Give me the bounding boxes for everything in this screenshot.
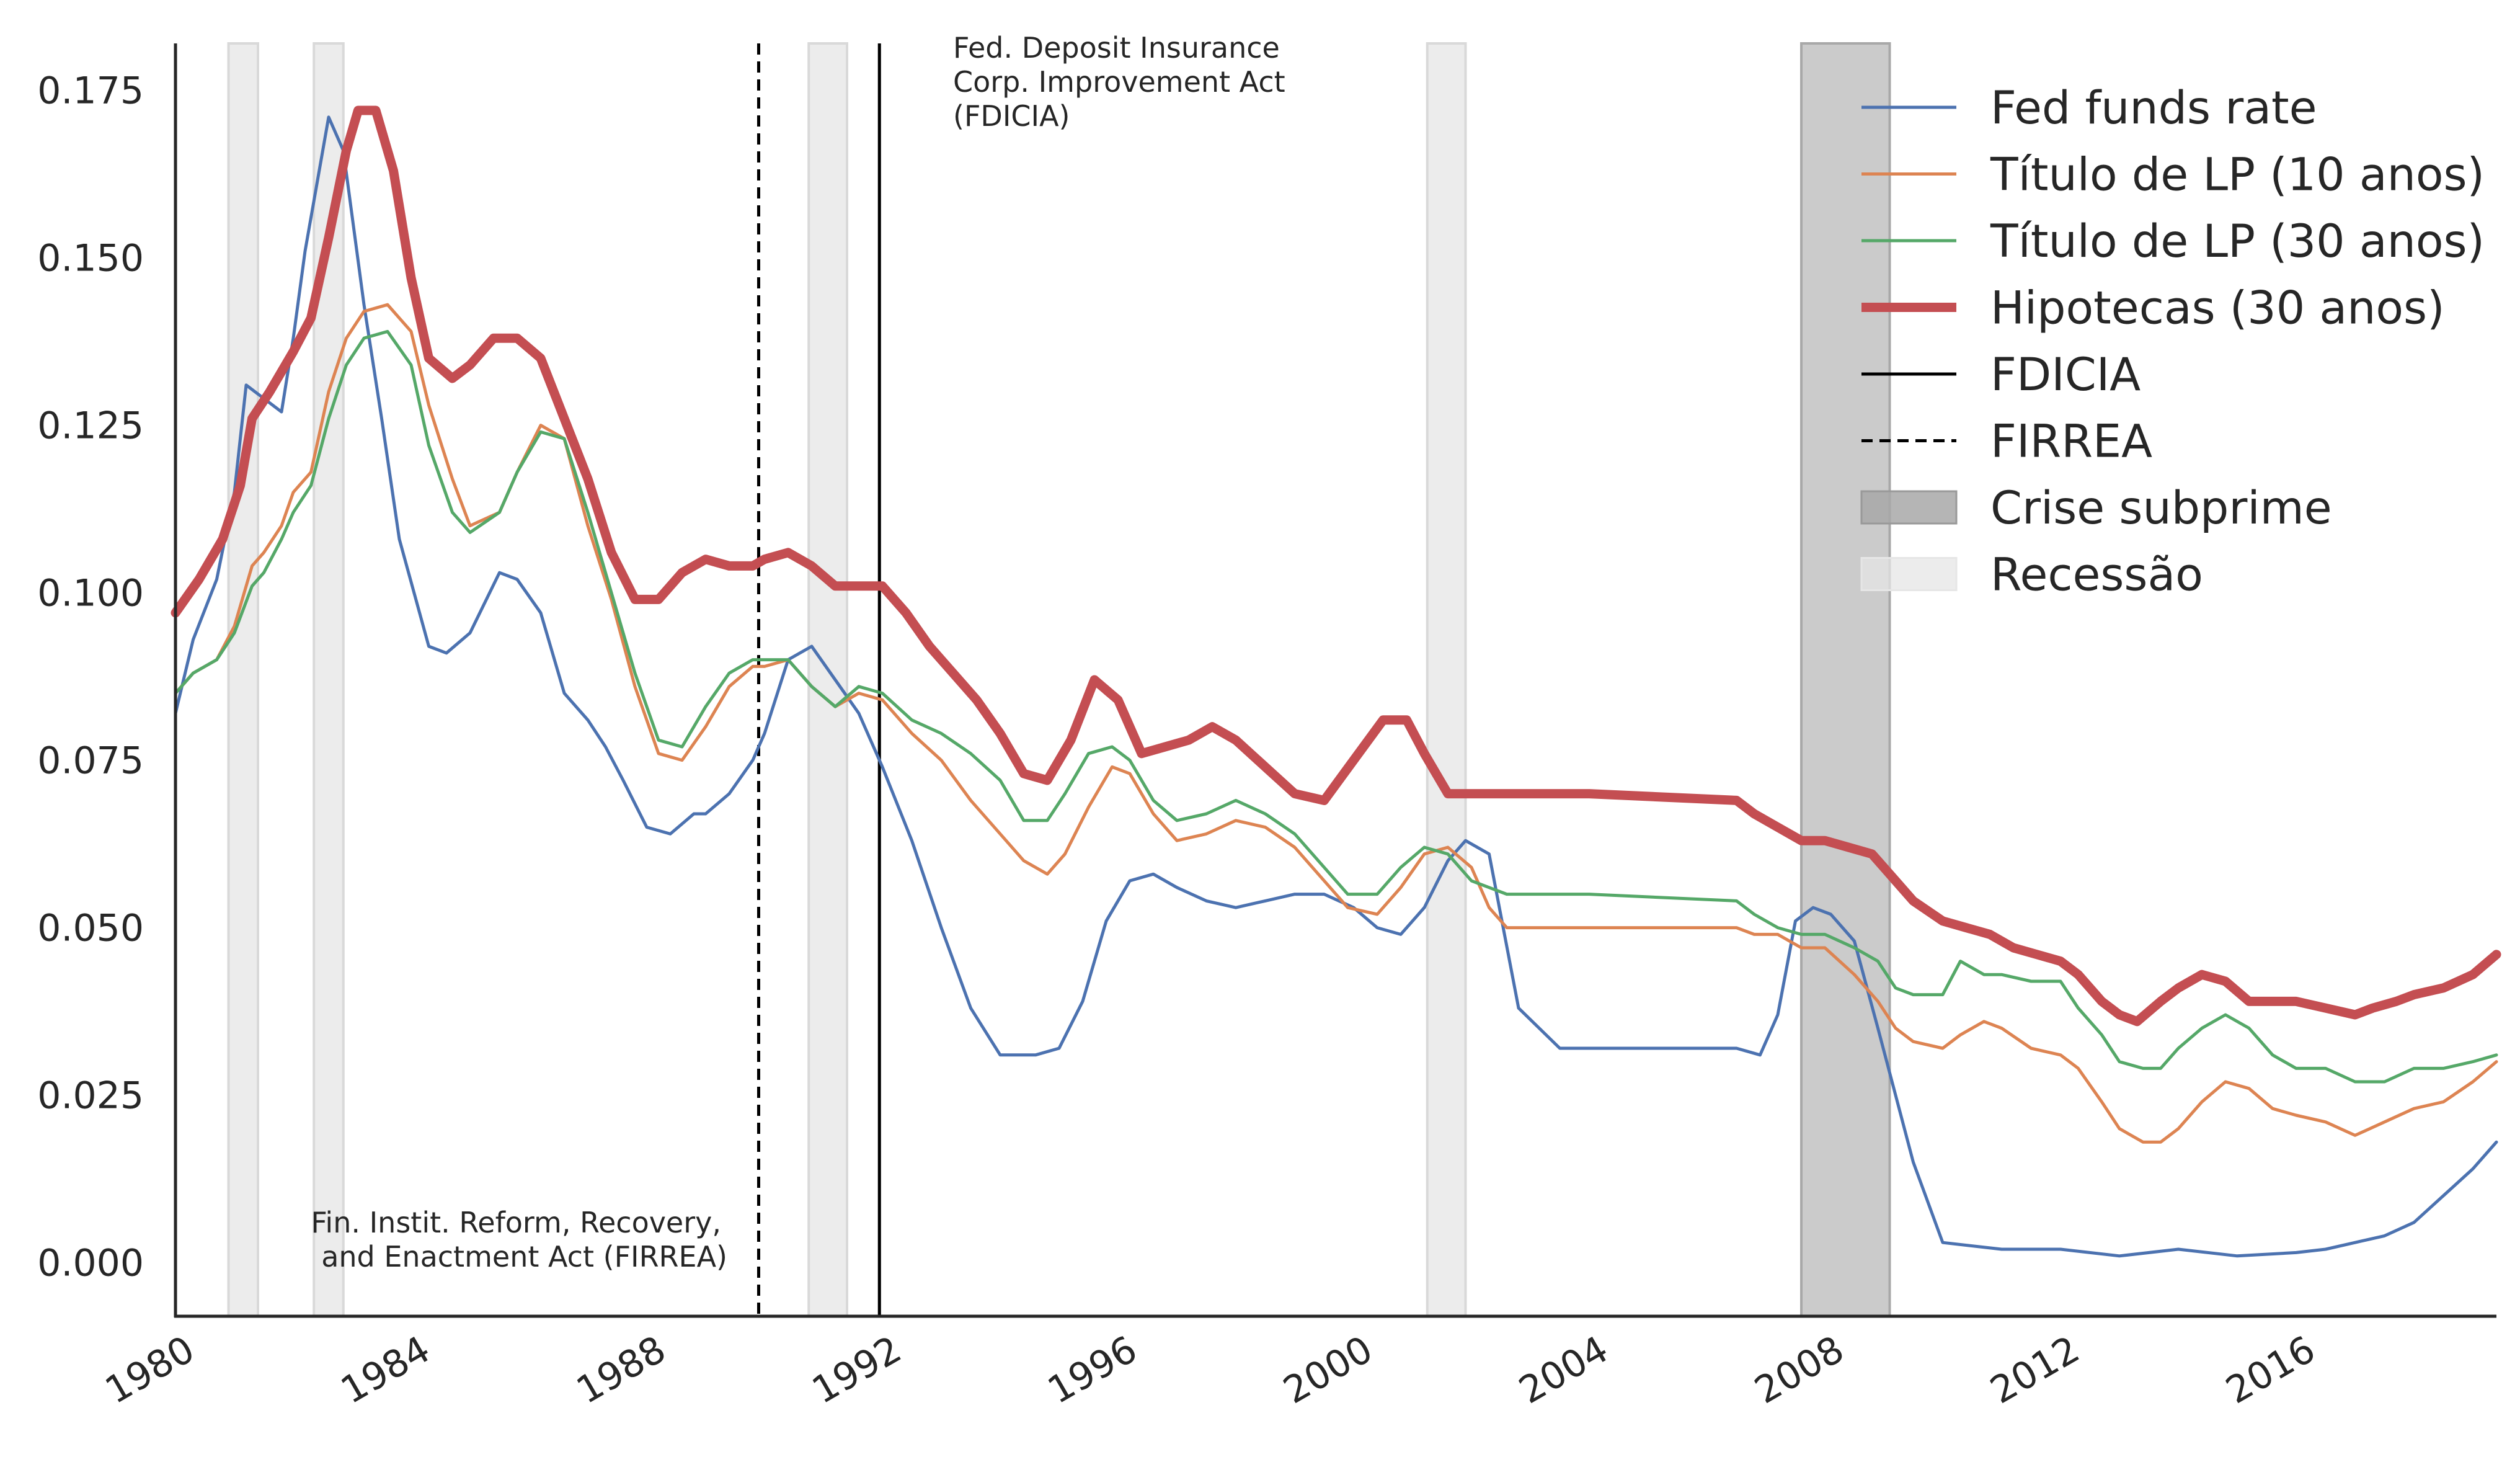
event-lines: [757, 43, 881, 1316]
annotations: Fed. Deposit Insurance Corp. Improvement…: [311, 31, 1285, 1273]
y-tick-label: 0.125: [37, 404, 144, 448]
x-tick-label: 1980: [98, 1327, 202, 1412]
legend-label-0: Fed funds rate: [1990, 82, 2317, 135]
x-tick-label: 1996: [1040, 1327, 1144, 1412]
y-tick-label: 0.050: [37, 907, 144, 950]
y-tick-label: 0.100: [37, 572, 144, 615]
legend-label-5: FIRREA: [1990, 416, 2152, 468]
x-tick-label: 2016: [2219, 1327, 2322, 1412]
legend-label-4: FDICIA: [1990, 349, 2141, 401]
firrea-annotation-line-1: Fin. Instit. Reform, Recovery,: [311, 1206, 721, 1239]
x-tick-label: 2008: [1747, 1327, 1851, 1412]
y-tick-label: 0.075: [37, 739, 144, 783]
recession-band: [807, 42, 848, 1317]
legend-label-7: Recessão: [1990, 549, 2203, 602]
x-tick-label: 1988: [569, 1327, 673, 1412]
recession-band: [1426, 42, 1467, 1317]
y-tick-label: 0.000: [37, 1242, 144, 1285]
subprime-crisis-band: [1800, 42, 1891, 1317]
fdicia-annotation-line-3: (FDICIA): [953, 99, 1070, 133]
fdicia-annotation-line-2: Corp. Improvement Act: [953, 65, 1285, 99]
legend-label-3: Hipotecas (30 anos): [1990, 282, 2445, 335]
y-tick-label: 0.150: [37, 237, 144, 280]
y-tick-label: 0.025: [37, 1074, 144, 1118]
legend-label-6: Crise subprime: [1990, 482, 2332, 535]
y-tick-label: 0.175: [37, 69, 144, 113]
legend-label-1: Título de LP (10 anos): [1990, 149, 2485, 202]
x-tick-label: 2000: [1276, 1327, 1380, 1412]
series-line-0: [174, 115, 2498, 1258]
legend-swatch-6: [1860, 490, 1958, 525]
legend-label-2: Título de LP (30 anos): [1990, 215, 2485, 268]
recession-band: [227, 42, 259, 1317]
series-line-2: [174, 329, 2498, 1084]
legend: Fed funds rate Título de LP (10 anos) Títu…: [1860, 82, 2485, 602]
series-lines: [171, 105, 2501, 1258]
fdicia-annotation-line-1: Fed. Deposit Insurance: [953, 31, 1280, 65]
shaded-regions: [227, 42, 1891, 1317]
x-tick-label: 1992: [805, 1327, 908, 1412]
x-tick-label: 2012: [1983, 1327, 2087, 1412]
legend-swatch-7: [1860, 557, 1958, 591]
x-tick-label: 2004: [1512, 1327, 1615, 1412]
firrea-annotation-line-2: and Enactment Act (FIRREA): [321, 1240, 727, 1273]
series-line-3: [171, 105, 2501, 1027]
series-line-1: [174, 303, 2498, 1144]
x-tick-label: 1984: [334, 1327, 437, 1412]
